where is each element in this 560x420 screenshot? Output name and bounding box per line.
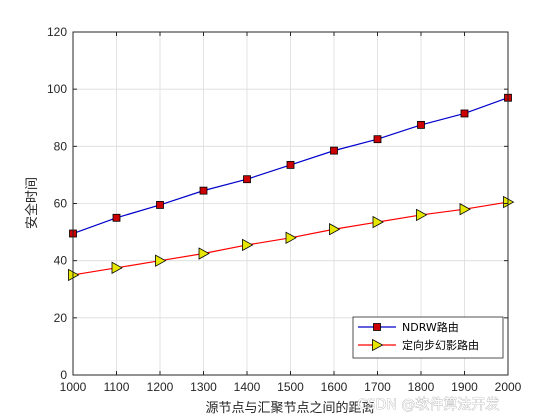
x-tick-label: 1800 [408,380,435,394]
x-tick-label: 1500 [277,380,304,394]
x-tick-label: 1600 [321,380,348,394]
y-tick-label: 120 [47,25,67,39]
x-tick-label: 1400 [234,380,261,394]
data-point [199,186,208,195]
y-tick-label: 0 [60,368,67,382]
y-axis-title: 安全时间 [24,177,40,229]
data-point [156,201,164,209]
data-point [416,208,428,222]
data-point [459,203,471,216]
legend: NDRW路由 定向步幻影路由 [352,316,504,359]
data-point [329,223,341,236]
x-tick-label: 1000 [60,380,87,394]
data-point [155,254,167,267]
y-tick-label: 20 [54,311,68,325]
y-tick-label: 60 [54,197,68,211]
tick-labels: 1000 1100 1200 1300 1400 1500 1600 1700 1800 1900… [47,25,522,394]
legend-label-ndrw: NDRW路由 [402,320,459,334]
watermark: CSDN @软件算法开发 [357,397,499,413]
legend-marker-shape [373,323,381,331]
data-point [372,215,384,229]
legend-marker-shape [372,338,384,352]
legend-label-directional: 定向步幻影路由 [402,338,479,352]
y-tick-label: 100 [47,82,67,96]
data-point [330,146,338,155]
data-point [285,231,297,244]
x-tick-label: 2000 [495,380,522,394]
data-point [243,175,251,184]
ticks [72,31,509,376]
x-tick-label: 1700 [364,380,391,394]
data-point [111,261,123,274]
legend-marker-ndrw [373,323,381,331]
data-point [286,161,295,169]
x-tick-label: 1200 [147,380,174,394]
data-point [112,213,121,222]
data-point [460,109,469,118]
legend-marker-directional [372,338,384,352]
data-point [198,247,210,260]
x-axis-title: 源节点与汇聚节点之间的距离 [205,400,374,416]
x-tick-label: 1900 [451,380,478,394]
data-point [417,120,425,129]
x-tick-label: 1300 [190,380,217,394]
x-tick-label: 1100 [104,380,130,394]
data-point [373,135,382,144]
data-point [242,238,254,252]
y-tick-label: 40 [54,254,68,268]
y-tick-label: 80 [54,139,68,153]
